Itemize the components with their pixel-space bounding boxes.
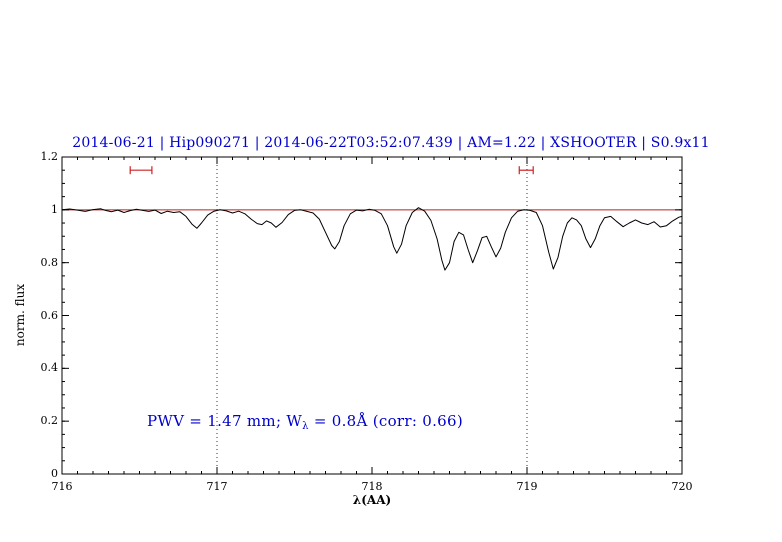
x-tick-label: 716 xyxy=(51,480,73,493)
x-tick-label: 718 xyxy=(361,480,383,493)
y-tick-label: 0.8 xyxy=(40,256,59,269)
y-tick-label: 1 xyxy=(51,203,58,216)
y-tick-label: 0 xyxy=(51,467,58,480)
x-axis-label: λ(AA) xyxy=(352,493,392,507)
pwv-annotation: PWV = 1.47 mm; Wλ = 0.8Å (corr: 0.66) xyxy=(147,412,463,432)
y-tick-label: 0.2 xyxy=(40,414,59,427)
x-tick-label: 720 xyxy=(671,480,693,493)
y-tick-label: 0.6 xyxy=(40,309,59,322)
telluric-spectrum xyxy=(61,207,683,271)
pwv-annotation-subscript: λ xyxy=(302,421,309,432)
x-tick-label: 719 xyxy=(516,480,538,493)
y-tick-label: 0.4 xyxy=(40,361,59,374)
pwv-annotation-post: = 0.8Å (corr: 0.66) xyxy=(308,412,464,430)
y-tick-label: 1.2 xyxy=(40,150,59,163)
pwv-annotation-pre: PWV = 1.47 mm; W xyxy=(147,412,303,430)
x-tick-label: 717 xyxy=(206,480,228,493)
plot-title: 2014-06-21 | Hip090271 | 2014-06-22T03:5… xyxy=(72,135,710,151)
